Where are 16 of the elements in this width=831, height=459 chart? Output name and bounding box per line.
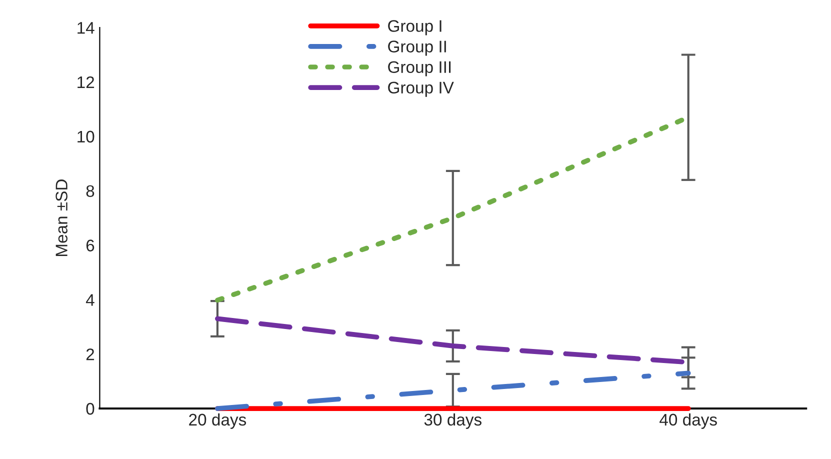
x-tick-label: 40 days — [660, 413, 717, 429]
legend-label: Group IV — [388, 82, 454, 97]
y-tick-label: 14 — [78, 22, 94, 34]
legend-label: Group II — [388, 40, 446, 56]
y-tick-label: 6 — [86, 240, 94, 252]
legend-label: Group III — [388, 61, 451, 76]
y-tick-label: 4 — [86, 294, 94, 306]
y-tick-label: 2 — [86, 348, 94, 360]
x-tick-label: 20 days — [189, 413, 246, 429]
legend-label: Group I — [388, 20, 442, 36]
y-axis-title: Mean ±SD — [56, 180, 68, 256]
y-tick-label: 8 — [86, 185, 94, 198]
y-tick-label: 10 — [78, 130, 94, 143]
y-tick-label: 12 — [78, 76, 94, 88]
x-tick-label: 30 days — [424, 413, 482, 429]
y-tick-label: 0 — [86, 402, 94, 415]
